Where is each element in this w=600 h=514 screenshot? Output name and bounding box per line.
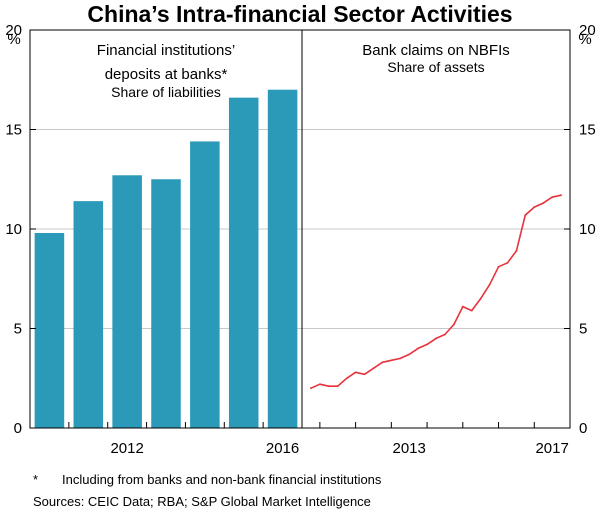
right-panel-title: Bank claims on NBFIs (362, 42, 510, 59)
x-tick-label-left: 2012 (110, 440, 143, 457)
footnote: Including from banks and non-bank financ… (62, 472, 382, 487)
line-point (551, 196, 554, 199)
y-tick-label-right: 20 (579, 22, 596, 39)
line-point (354, 371, 357, 374)
y-tick-label-left: 20 (5, 22, 22, 39)
line-point (417, 347, 420, 350)
line-point (560, 194, 562, 197)
bar-2013 (151, 179, 181, 428)
bar-series (34, 89, 298, 428)
chart-title: China’s Intra-financial Sector Activitie… (87, 1, 512, 27)
left-unit-label: % (7, 31, 20, 48)
line-point (488, 283, 491, 286)
y-tick-label-left: 5 (14, 321, 22, 338)
bar-2016 (267, 89, 298, 428)
left-panel-title-line2: deposits at banks* (105, 66, 228, 83)
y-axis-ticks: 0 0 5 5 10 10 15 15 20 20 (5, 22, 595, 437)
line-point (497, 265, 500, 268)
bar-2012 (112, 175, 142, 428)
bar-2011 (73, 201, 104, 428)
line-point (461, 305, 464, 308)
line-point (310, 387, 312, 390)
y-tick-label-right: 15 (579, 122, 596, 139)
bar-2014 (190, 141, 220, 428)
claims-line (310, 194, 562, 389)
bar-2010 (34, 232, 65, 428)
y-tick-label-left: 15 (5, 122, 22, 139)
line-point (336, 385, 339, 388)
gridlines (30, 129, 570, 329)
line-point (426, 343, 428, 346)
line-point (363, 373, 366, 376)
right-unit-label: % (578, 31, 591, 48)
line-point (408, 353, 411, 356)
line-point (533, 206, 536, 209)
right-panel-subtitle: Share of assets (387, 59, 484, 75)
line-point (470, 309, 473, 312)
line-point (372, 367, 375, 370)
line-point (435, 337, 437, 340)
bar-2015 (228, 97, 259, 428)
line-point (515, 249, 518, 252)
y-tick-label-right: 10 (579, 221, 596, 238)
line-point (381, 361, 384, 364)
line-point (452, 323, 455, 326)
y-tick-label-right: 0 (579, 420, 587, 437)
line-point (390, 359, 393, 362)
line-point (479, 297, 482, 300)
line-point (506, 261, 509, 264)
x-tick-label-left: 2016 (266, 440, 299, 457)
line-series (310, 194, 562, 390)
line-point (399, 357, 402, 360)
line-point (318, 383, 321, 386)
y-tick-label-left: 0 (14, 420, 22, 437)
line-point (444, 333, 446, 336)
line-point (524, 214, 527, 216)
x-axis-ticks: 2012 2016 2013 2017 (68, 422, 569, 457)
footnote-marker: * (33, 472, 38, 487)
y-tick-label-left: 10 (5, 221, 22, 238)
left-panel-subtitle: Share of liabilities (111, 84, 221, 100)
y-tick-label-right: 5 (579, 321, 587, 338)
sources: Sources: CEIC Data; RBA; S&P Global Mark… (33, 494, 371, 509)
line-point (542, 202, 545, 205)
left-panel-title-line1: Financial institutions’ (97, 42, 235, 59)
x-tick-label-right: 2013 (393, 440, 426, 457)
line-point (327, 385, 330, 388)
x-tick-label-right: 2017 (535, 440, 568, 457)
line-point (345, 377, 348, 380)
